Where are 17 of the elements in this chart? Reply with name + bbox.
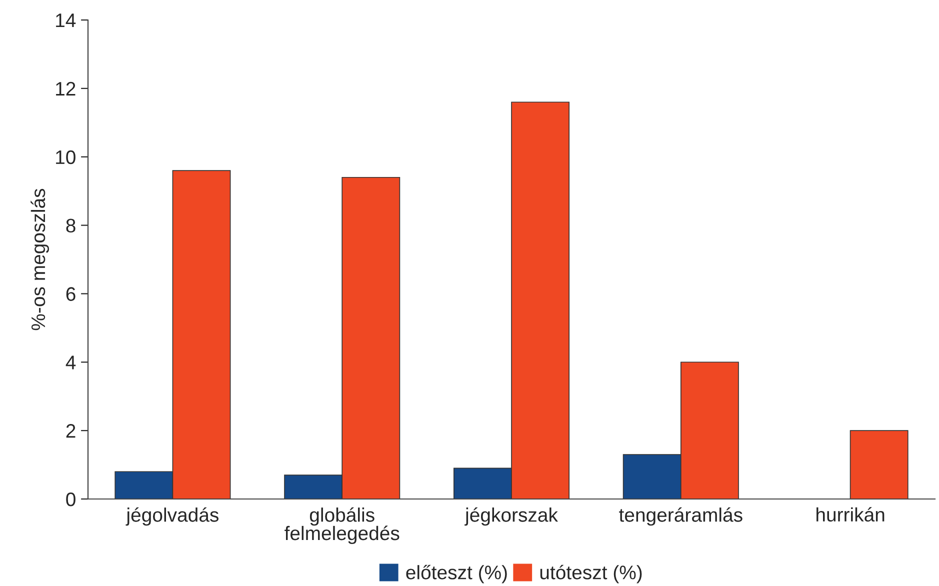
x-tick-label: hurrikán xyxy=(816,507,884,522)
bar xyxy=(850,430,908,499)
x-tick-label: jégkorszak xyxy=(464,507,558,526)
y-tick-label: 6 xyxy=(66,287,76,301)
y-tick-label: 12 xyxy=(56,82,76,96)
legend-label: előteszt (%) xyxy=(406,564,507,584)
x-tick-label: jégolvadás xyxy=(126,507,218,526)
x-tick-label: globális felmelegedés xyxy=(284,507,400,544)
y-tick-label: 0 xyxy=(66,492,76,506)
y-tick-label: 14 xyxy=(56,14,76,28)
y-axis-title: %-os megoszlás xyxy=(30,188,50,330)
y-tick-label: 4 xyxy=(66,356,76,370)
x-tick-label: tengeráramlás xyxy=(619,507,742,526)
y-tick-label: 10 xyxy=(56,150,76,164)
y-tick-label: 2 xyxy=(66,424,76,438)
y-tick-label: 8 xyxy=(66,218,76,233)
legend-label: utóteszt (%) xyxy=(540,564,642,584)
